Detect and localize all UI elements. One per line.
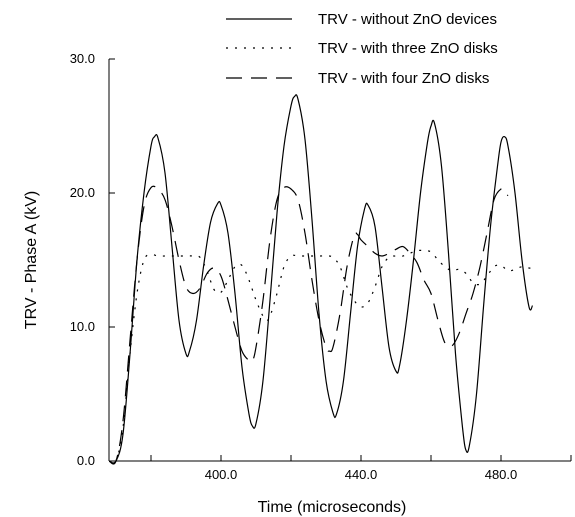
series-line bbox=[108, 185, 509, 465]
legend-label: TRV - with four ZnO disks bbox=[318, 70, 489, 87]
x-tick-label: 400.0 bbox=[205, 467, 238, 482]
x-axis-title: Time (microseconds) bbox=[258, 499, 407, 516]
y-tick-label: 0.0 bbox=[77, 453, 95, 468]
x-tick-label: 440.0 bbox=[345, 467, 378, 482]
legend: TRV - without ZnO devices TRV - with thre… bbox=[226, 11, 498, 87]
axes bbox=[108, 59, 571, 462]
tick-labels: 0.0 10.0 20.0 30.0 400.0 440.0 480.0 bbox=[70, 51, 518, 482]
y-tick-label: 20.0 bbox=[70, 185, 95, 200]
x-tick-label: 480.0 bbox=[485, 467, 518, 482]
y-tick-label: 30.0 bbox=[70, 51, 95, 66]
series-line bbox=[108, 249, 533, 465]
legend-label: TRV - with three ZnO disks bbox=[318, 40, 498, 57]
series-layer bbox=[108, 94, 534, 465]
y-tick-label: 10.0 bbox=[70, 319, 95, 334]
series-line bbox=[108, 94, 534, 464]
y-axis-title: TRV - Phase A (kV) bbox=[23, 191, 40, 329]
legend-label: TRV - without ZnO devices bbox=[318, 11, 497, 28]
